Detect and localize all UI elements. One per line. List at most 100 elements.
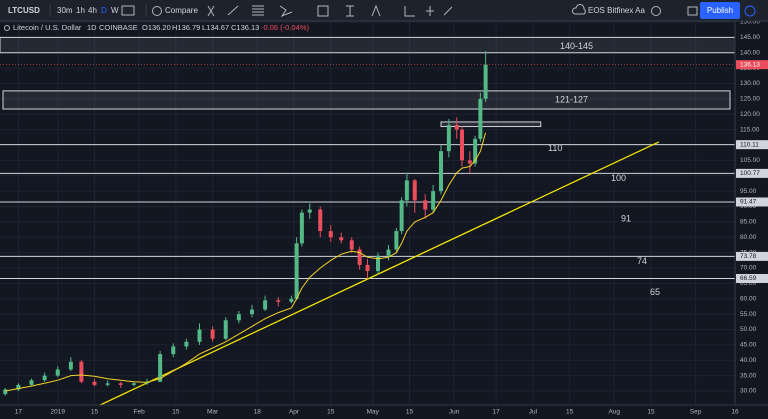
snapshot-icon[interactable]	[687, 6, 698, 16]
chart-style-icon[interactable]	[121, 5, 135, 16]
candle-body	[483, 64, 488, 99]
y-tick-label: 65.00	[740, 280, 757, 287]
plot-area: 140-145 121-127 110 100 91 74 65	[0, 21, 736, 406]
level-label: 74	[637, 256, 647, 266]
candle-body	[79, 361, 84, 382]
interval[interactable]: W	[111, 6, 119, 15]
x-tick-label: 17	[493, 409, 501, 416]
candle-body	[42, 375, 47, 381]
candle-body	[294, 243, 299, 299]
candle-body	[431, 191, 436, 210]
compare-button[interactable]: Compare	[165, 6, 198, 15]
publish-button[interactable]	[700, 2, 740, 19]
text-icon[interactable]	[371, 4, 381, 17]
interval[interactable]: 30m	[57, 6, 73, 15]
interval[interactable]: 4h	[88, 6, 97, 15]
y-tick-label: 130.00	[740, 80, 760, 87]
candle-body	[92, 381, 97, 385]
candle-body	[365, 264, 370, 272]
price-scale	[735, 21, 768, 419]
level-label: 65	[650, 287, 660, 297]
ohlc-high: H136.79	[172, 23, 200, 32]
projection-icon[interactable]	[404, 6, 415, 17]
candle-body	[276, 300, 281, 302]
candle-body	[68, 361, 73, 370]
x-tick-label: Jun	[449, 409, 460, 416]
level-label: 110	[548, 143, 562, 153]
zone-label: 121-127	[555, 94, 588, 104]
candle-body	[357, 249, 362, 265]
candle-body	[412, 180, 417, 201]
level-price-bg	[736, 273, 768, 283]
candle-body	[171, 346, 176, 355]
zone-label: 140-145	[560, 41, 593, 51]
measure-icon[interactable]	[346, 5, 354, 17]
y-tick-label: 150.00	[740, 19, 760, 26]
position-icon[interactable]	[426, 6, 434, 16]
y-tick-label: 105.00	[740, 157, 760, 164]
candle-body	[386, 249, 391, 256]
candle-body	[184, 341, 189, 347]
candle-body	[349, 240, 354, 250]
exchange-label: COINBASE	[99, 23, 138, 32]
trend-line	[99, 141, 660, 406]
brush-icon[interactable]	[443, 6, 453, 16]
toolbar	[0, 0, 768, 21]
interval[interactable]: D	[101, 6, 107, 15]
y-tick-label: 30.00	[740, 388, 757, 395]
y-tick-label: 95.00	[740, 188, 757, 195]
level-label: 100	[611, 173, 626, 183]
candle-body	[473, 138, 478, 164]
ohlc-open: O136.20	[142, 23, 171, 32]
y-tick-label: 60.00	[740, 295, 757, 302]
rectangle-icon[interactable]	[317, 5, 329, 17]
level-price: 110.11	[740, 141, 759, 148]
level-price: 100.77	[740, 170, 760, 177]
x-tick-label: 18	[254, 409, 262, 416]
y-tick-label: 140.00	[740, 49, 760, 56]
pattern-icon[interactable]	[279, 5, 293, 18]
legend-icon	[4, 25, 10, 31]
indicators-icon[interactable]	[207, 5, 215, 17]
interval-label: 1D	[87, 23, 97, 32]
candle-body	[454, 125, 459, 130]
candle-body	[3, 389, 8, 395]
candle-body	[263, 300, 268, 310]
candle-body	[328, 231, 333, 238]
level-price-bg	[736, 251, 768, 261]
y-tick-label: 80.00	[740, 234, 757, 241]
cloud-icon[interactable]	[571, 4, 586, 15]
y-tick-label: 145.00	[740, 34, 760, 41]
fib-icon[interactable]	[252, 5, 264, 16]
y-tick-label: 90.00	[740, 203, 757, 210]
candle-body	[478, 98, 483, 139]
ohlc-close: C136.13	[231, 23, 259, 32]
x-tick-label: May	[367, 409, 380, 416]
y-tick-label: 125.00	[740, 96, 760, 103]
candle-body	[460, 129, 464, 161]
level-price-bg	[736, 197, 768, 207]
candle-body	[339, 237, 344, 241]
replay-icon[interactable]	[744, 5, 756, 17]
candle-body	[158, 354, 163, 382]
x-tick-label: 15	[647, 409, 655, 416]
candle-body	[467, 160, 472, 164]
layout-name[interactable]: EOS Bitfinex Aa	[588, 6, 645, 15]
x-tick-label: 15	[566, 409, 574, 416]
symbol[interactable]: LTCUSD	[8, 6, 40, 15]
compare-icon[interactable]	[152, 6, 162, 16]
x-tick-label: Aug	[608, 409, 620, 416]
level-label: 91	[621, 213, 631, 223]
trend-line-icon[interactable]	[227, 5, 239, 16]
publish-label[interactable]: Publish	[707, 6, 733, 15]
y-tick-label: 35.00	[740, 372, 757, 379]
candle-body	[236, 314, 241, 321]
candle-body	[446, 125, 451, 152]
settings-icon[interactable]	[651, 6, 661, 16]
level-price: 91.47	[740, 199, 757, 206]
candle-body	[118, 383, 123, 385]
y-tick-label: 55.00	[740, 311, 757, 318]
level-price: 66.59	[740, 275, 757, 282]
interval[interactable]: 1h	[76, 6, 85, 15]
